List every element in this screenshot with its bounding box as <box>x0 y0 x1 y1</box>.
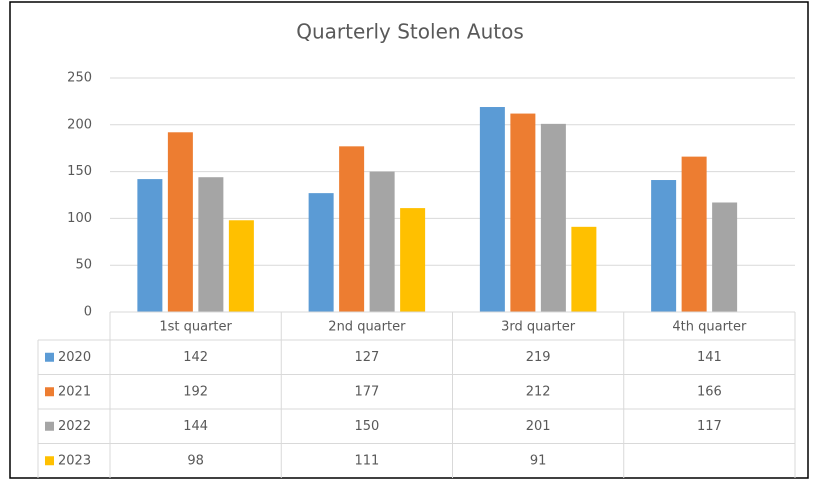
x-tick-label: 3rd quarter <box>501 320 576 335</box>
bar <box>479 107 505 313</box>
legend-key <box>45 352 54 362</box>
bar <box>571 226 597 312</box>
y-tick-label: 50 <box>75 258 92 273</box>
table-value: 219 <box>526 350 551 365</box>
legend-label: 2022 <box>58 419 91 434</box>
y-tick-label: 100 <box>67 211 92 226</box>
x-tick-label: 4th quarter <box>672 320 747 335</box>
legend-label: 2021 <box>58 384 91 399</box>
legend-label: 2020 <box>58 350 91 365</box>
table-value: 192 <box>183 384 208 399</box>
table-value: 141 <box>697 350 722 365</box>
table-value: 142 <box>183 350 208 365</box>
table-value: 166 <box>697 384 722 399</box>
bar <box>651 180 677 312</box>
bar <box>369 171 395 312</box>
y-tick-label: 250 <box>67 71 92 86</box>
bar <box>308 193 334 312</box>
table-value: 98 <box>187 453 204 468</box>
table-value: 177 <box>354 384 379 399</box>
table-value: 144 <box>183 419 208 434</box>
bar <box>400 208 426 312</box>
bar <box>167 132 193 312</box>
x-tick-label: 2nd quarter <box>328 320 406 335</box>
legend-label: 2023 <box>58 453 91 468</box>
table-value: 111 <box>354 453 379 468</box>
table-value: 201 <box>526 419 551 434</box>
table-value: 91 <box>530 453 547 468</box>
table-value: 150 <box>354 419 379 434</box>
bar <box>198 177 224 312</box>
y-tick-label: 150 <box>67 164 92 179</box>
x-tick-label: 1st quarter <box>159 320 232 335</box>
table-value: 117 <box>697 419 722 434</box>
y-tick-label: 200 <box>67 117 92 132</box>
bar <box>228 220 254 312</box>
legend-key <box>45 387 54 397</box>
bar <box>540 123 566 312</box>
legend-key <box>45 456 54 466</box>
legend-key <box>45 421 54 431</box>
chart-title: Quarterly Stolen Autos <box>296 20 524 44</box>
bar <box>712 202 738 312</box>
table-value: 212 <box>526 384 551 399</box>
bar <box>137 179 163 312</box>
bar <box>681 156 707 312</box>
bar <box>339 146 365 312</box>
bar <box>510 113 536 313</box>
table-value: 127 <box>354 350 379 365</box>
y-tick-label: 0 <box>84 305 92 320</box>
